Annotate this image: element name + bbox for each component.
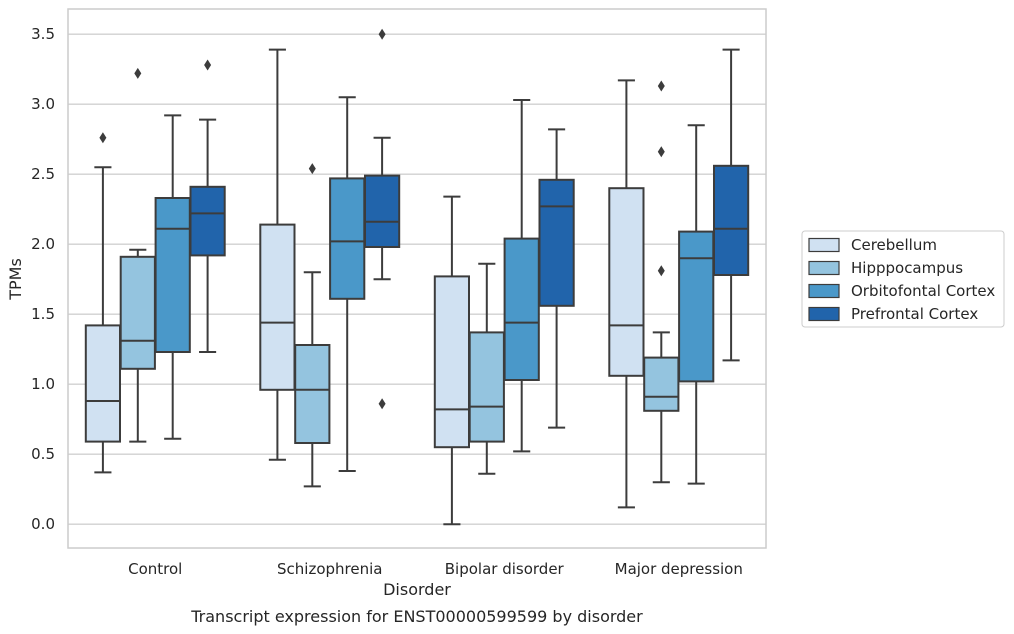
x-tick-label: Control (128, 560, 182, 578)
box-group (84, 132, 122, 474)
legend-swatch (808, 260, 840, 276)
box-group (119, 67, 156, 443)
box-series-layer (84, 28, 750, 526)
legend: Cerebellum Hipppocampus Orbitofontal Corte… (801, 230, 1005, 328)
chart-caption: Transcript expression for ENST0000059959… (190, 607, 643, 626)
box-group (363, 28, 401, 410)
series-0 (84, 48, 645, 526)
series-1 (119, 67, 680, 488)
y-tick-label: 2.5 (31, 165, 55, 183)
box (84, 324, 122, 443)
legend-item-2: Orbitofontal Cortex (808, 282, 995, 300)
y-tick-label: 0.0 (31, 515, 55, 533)
box (712, 164, 750, 276)
box (154, 197, 191, 353)
box (189, 185, 226, 257)
box (608, 187, 645, 377)
box (503, 237, 540, 381)
box (538, 178, 575, 307)
box (468, 331, 505, 443)
outlier-marker (657, 146, 665, 158)
outlier-marker (378, 28, 386, 40)
legend-swatch (808, 306, 840, 322)
y-tick-label: 2.0 (31, 235, 55, 253)
legend-item-0: Cerebellum (808, 236, 937, 254)
box-group (503, 99, 540, 453)
x-tick-label: Schizophrenia (277, 560, 382, 578)
y-tick-label: 1.5 (31, 305, 55, 323)
box-group (433, 195, 471, 526)
outlier-marker (99, 132, 107, 144)
box-group (259, 48, 296, 461)
y-tick-label: 1.0 (31, 375, 55, 393)
series-3 (189, 28, 750, 429)
box (678, 230, 715, 383)
x-axis-title: Disorder (383, 580, 451, 599)
legend-item-3: Prefrontal Cortex (808, 305, 978, 323)
legend-swatch (808, 237, 840, 253)
box-group (712, 48, 750, 362)
box (119, 255, 156, 370)
outlier-marker (657, 265, 665, 277)
y-tick-label: 0.5 (31, 445, 55, 463)
y-tick-labels: 0.0 0.5 1.0 1.5 2.0 2.5 3.0 3.5 (31, 25, 55, 533)
outlier-marker (378, 398, 386, 410)
legend-frame (801, 230, 1005, 328)
box-group (608, 79, 645, 509)
outlier-marker (657, 80, 665, 92)
legend-label: Hipppocampus (851, 259, 963, 277)
y-tick-label: 3.5 (31, 25, 55, 43)
legend-label: Prefrontal Cortex (851, 305, 978, 323)
box (363, 174, 401, 249)
box-group (538, 128, 575, 429)
box (329, 177, 366, 300)
legend-label: Cerebellum (851, 236, 937, 254)
box-group (294, 163, 331, 488)
x-tick-labels: Control Schizophrenia Bipolar disorder Majo… (128, 560, 743, 578)
box-group (329, 96, 366, 472)
box (294, 344, 331, 444)
box (643, 356, 680, 412)
box-group (154, 114, 191, 440)
outlier-marker (134, 67, 142, 79)
series-2 (154, 96, 715, 485)
outlier-marker (204, 59, 212, 71)
x-tick-label: Bipolar disorder (445, 560, 565, 578)
box-group (468, 262, 505, 475)
box-group (189, 59, 226, 353)
outlier-marker (308, 163, 316, 175)
box-group (643, 80, 680, 484)
box (259, 223, 296, 391)
legend-swatch (808, 283, 840, 299)
box-group (678, 124, 715, 485)
legend-item-1: Hipppocampus (808, 259, 963, 277)
plot-area-frame (67, 8, 767, 549)
x-tick-label: Major depression (615, 560, 743, 578)
box (433, 275, 471, 449)
y-axis-title: TPMs (6, 258, 25, 301)
y-tick-label: 3.0 (31, 95, 55, 113)
legend-label: Orbitofontal Cortex (851, 282, 995, 300)
